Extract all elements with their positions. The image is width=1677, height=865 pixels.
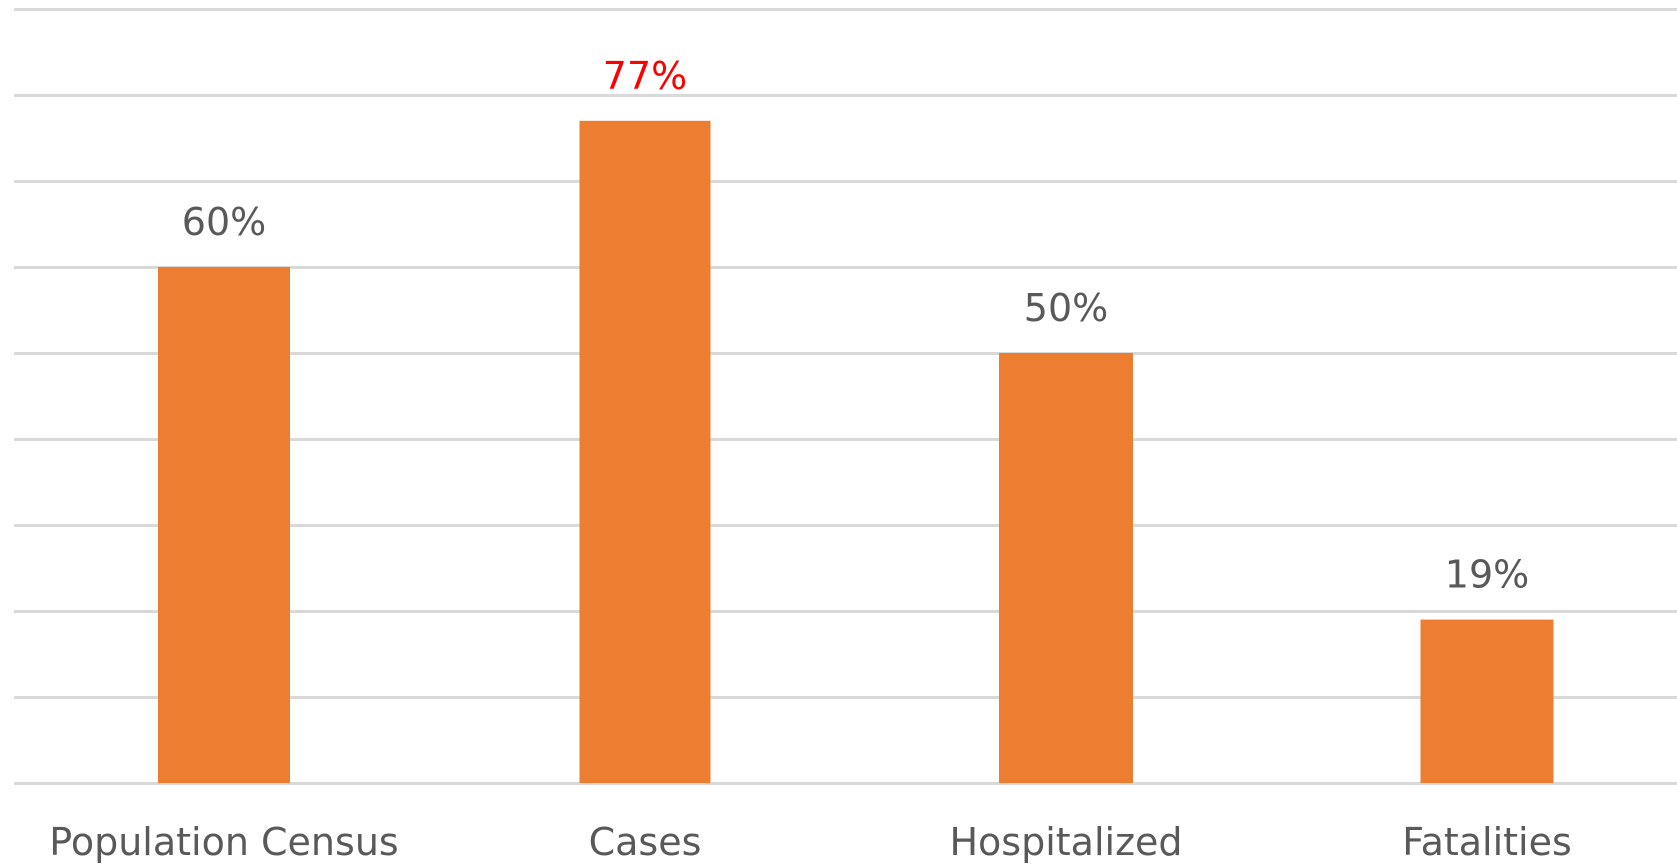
bar-fatalities bbox=[1420, 619, 1554, 783]
bar-population-census bbox=[158, 267, 290, 783]
data-label-population-census: 60% bbox=[182, 200, 266, 244]
category-label-hospitalized: Hospitalized bbox=[949, 820, 1182, 864]
data-label-fatalities: 19% bbox=[1445, 553, 1529, 597]
bar-cases bbox=[579, 120, 711, 784]
bar-hospitalized bbox=[999, 353, 1133, 783]
category-label-cases: Cases bbox=[589, 820, 702, 864]
category-label-fatalities: Fatalities bbox=[1402, 820, 1572, 864]
data-label-hospitalized: 50% bbox=[1024, 286, 1108, 330]
data-label-cases: 77% bbox=[603, 54, 687, 98]
category-label-population-census: Population Census bbox=[49, 820, 398, 864]
gridlines bbox=[14, 8, 1677, 785]
category-labels: Population Census Cases Hospitalized Fatali… bbox=[49, 820, 1572, 864]
data-labels: 60% 77% 50% 19% bbox=[182, 54, 1529, 597]
bars bbox=[158, 120, 1554, 784]
